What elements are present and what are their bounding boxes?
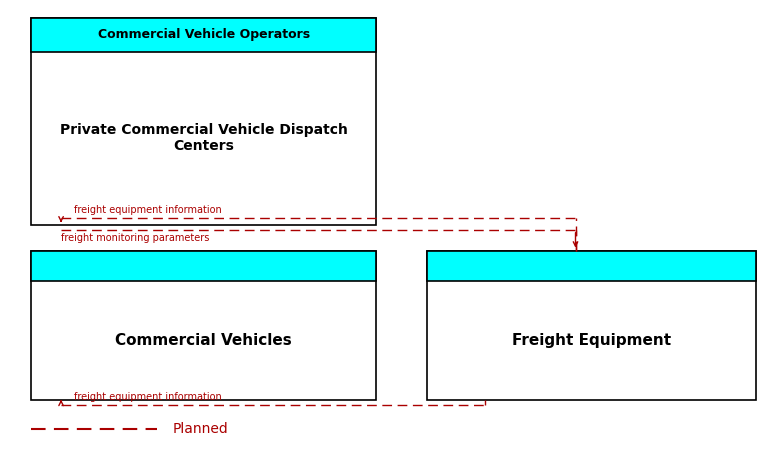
Bar xyxy=(31,251,376,400)
Text: Freight Equipment: Freight Equipment xyxy=(511,333,671,348)
Text: freight equipment information: freight equipment information xyxy=(74,392,222,402)
Text: Planned: Planned xyxy=(172,422,228,436)
Bar xyxy=(427,251,756,400)
Bar xyxy=(31,251,376,281)
Text: Private Commercial Vehicle Dispatch
Centers: Private Commercial Vehicle Dispatch Cent… xyxy=(60,123,348,153)
Text: Commercial Vehicles: Commercial Vehicles xyxy=(115,333,292,348)
Text: freight monitoring parameters: freight monitoring parameters xyxy=(61,233,209,243)
Text: Commercial Vehicle Operators: Commercial Vehicle Operators xyxy=(98,28,309,41)
Bar xyxy=(427,251,756,281)
Bar xyxy=(31,18,376,225)
Bar xyxy=(31,18,376,52)
Text: freight equipment information: freight equipment information xyxy=(74,205,222,215)
